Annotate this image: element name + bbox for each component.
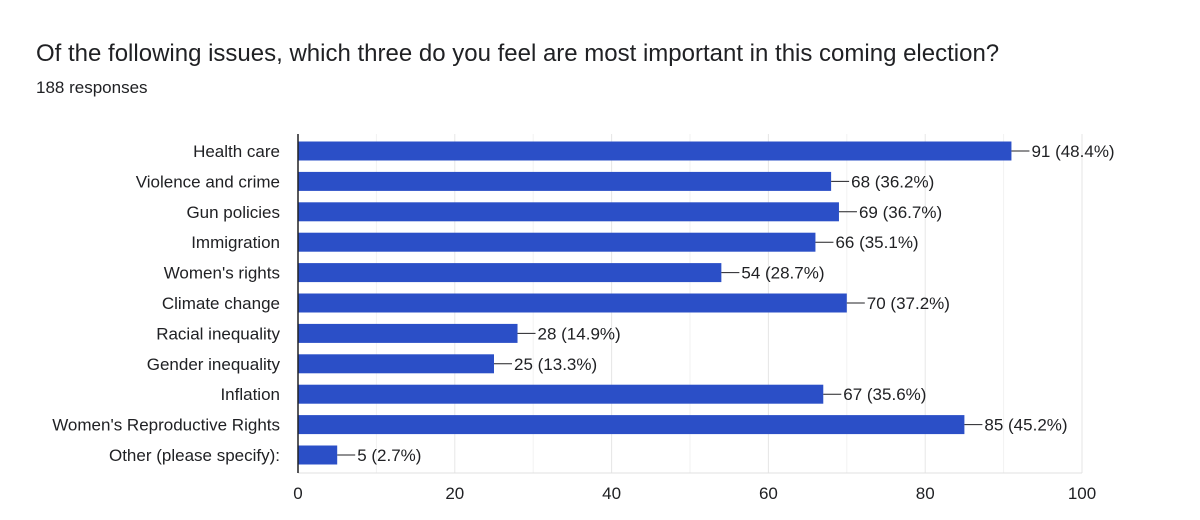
category-label-10: Other (please specify): [109,446,280,465]
data-label-10: 5 (2.7%) [357,446,421,465]
category-label-4: Women's rights [164,264,280,283]
data-label-8: 67 (35.6%) [843,385,926,404]
bar-1 [298,171,832,191]
bar-10 [298,445,338,465]
data-label-2: 69 (36.7%) [859,203,942,222]
bar-5 [298,293,847,313]
data-label-6: 28 (14.9%) [538,324,621,343]
x-tick-label-0: 0 [293,484,302,503]
bar-0 [298,141,1012,161]
category-label-7: Gender inequality [147,355,281,374]
bar-2 [298,202,839,222]
category-label-1: Violence and crime [136,172,280,191]
bar-9 [298,415,965,435]
data-label-0: 91 (48.4%) [1031,142,1114,161]
response-count: 188 responses [36,78,148,97]
data-label-9: 85 (45.2%) [984,416,1067,435]
data-label-1: 68 (36.2%) [851,172,934,191]
category-label-6: Racial inequality [156,324,280,343]
category-label-3: Immigration [191,233,280,252]
bar-8 [298,384,824,404]
x-tick-label-100: 100 [1068,484,1096,503]
x-tick-label-80: 80 [916,484,935,503]
category-label-5: Climate change [162,294,280,313]
x-tick-label-20: 20 [445,484,464,503]
bar-4 [298,263,722,283]
bar-7 [298,354,494,374]
data-label-5: 70 (37.2%) [867,294,950,313]
category-label-2: Gun policies [186,203,280,222]
bar-6 [298,323,518,343]
data-label-3: 66 (35.1%) [835,233,918,252]
chart-title: Of the following issues, which three do … [36,40,1000,67]
category-label-8: Inflation [220,385,280,404]
data-label-7: 25 (13.3%) [514,355,597,374]
x-tick-label-40: 40 [602,484,621,503]
category-label-0: Health care [193,142,280,161]
category-label-9: Women's Reproductive Rights [52,416,280,435]
data-label-4: 54 (28.7%) [741,264,824,283]
bar-3 [298,232,816,252]
x-tick-label-60: 60 [759,484,778,503]
